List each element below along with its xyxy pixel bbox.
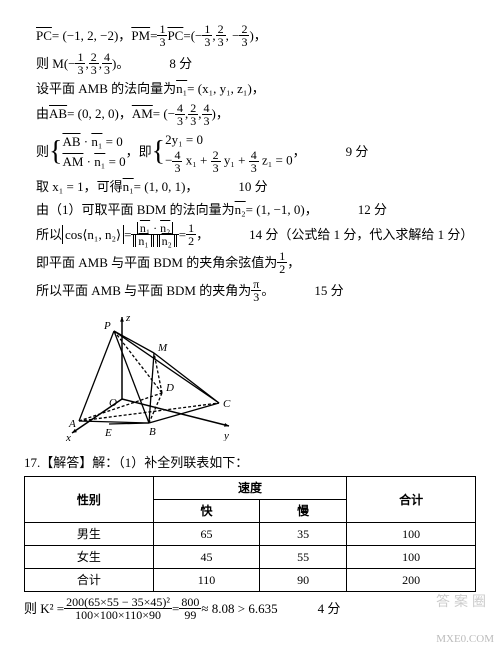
contingency-table: 性别 速度 合计 快慢 男生6535100 女生4555100 合计110902… xyxy=(24,476,476,592)
svg-text:C: C xyxy=(223,398,231,410)
system-eqs: 则 { AB · n₁ = 0 AM · n₁ = 0 ，即 { 2y₁ = 0… xyxy=(36,130,476,175)
score-9: 9 分 xyxy=(346,142,369,162)
score-4: 4 分 xyxy=(318,599,341,619)
table-row: 女生4555100 xyxy=(25,546,476,569)
svg-text:z: z xyxy=(125,312,131,324)
table-row: 合计11090200 xyxy=(25,569,476,592)
score-12: 12 分 xyxy=(358,200,387,220)
svg-text:M: M xyxy=(157,342,168,354)
expr-pc-pm: PC = (−1, 2, −2)， PM = 13 PC = (− 13 , 2… xyxy=(36,23,476,48)
svg-text:y: y xyxy=(223,430,229,441)
q17-heading: 17.【解答】解：（1）补全列联表如下： xyxy=(24,453,476,473)
cos-value-text: 即平面 AMB 与平面 BDM 的夹角余弦值为 12， xyxy=(36,250,476,275)
pyramid-figure: P M A B C D Ez x y O xyxy=(64,311,476,447)
AB-AM-vectors: 由 AB = (0, 2, 0)， AM = (− 43 , 23 , 43 )… xyxy=(36,102,476,127)
table-row: 男生6535100 xyxy=(25,523,476,546)
cos-angle: 所以 cos⟨n₁, n₂⟩ = n₁ · n₂ n₁ n₂ = 12 ， 14… xyxy=(36,222,476,247)
score-14: 14 分（公式给 1 分，代入求解给 1 分） xyxy=(249,225,473,245)
k-squared: 则 K² = 200(65×55 − 35×45)²100×100×110×90… xyxy=(24,596,476,621)
svg-text:A: A xyxy=(68,418,76,430)
n2-vector: 由（1）可取平面 BDM 的法向量为 n₂ = (1, −1, 0)， 12 分 xyxy=(36,200,476,220)
svg-text:E: E xyxy=(104,427,112,439)
watermark-url: MXE0.COM xyxy=(436,631,494,648)
watermark-badge: 答案圈 xyxy=(436,592,490,613)
normal-vector-def: 设平面 AMB 的法向量为 n₁ = (x₁, y₁, z₁)， xyxy=(36,79,476,99)
score-8: 8 分 xyxy=(169,54,192,74)
score-15: 15 分 xyxy=(314,281,343,301)
svg-text:O: O xyxy=(109,397,117,409)
svg-text:x: x xyxy=(65,432,71,441)
take-x1: 取 x₁ = 1，可得 n₁ = (1, 0, 1)， 10 分 xyxy=(36,177,476,197)
svg-text:P: P xyxy=(103,320,111,332)
svg-text:B: B xyxy=(149,426,156,438)
angle-result: 所以平面 AMB 与平面 BDM 的夹角为 π3。 15 分 xyxy=(36,278,476,303)
score-10: 10 分 xyxy=(238,177,267,197)
svg-text:D: D xyxy=(165,382,174,394)
point-M: 则 M (− 13 , 23 , 43 )。 8 分 xyxy=(36,51,476,76)
